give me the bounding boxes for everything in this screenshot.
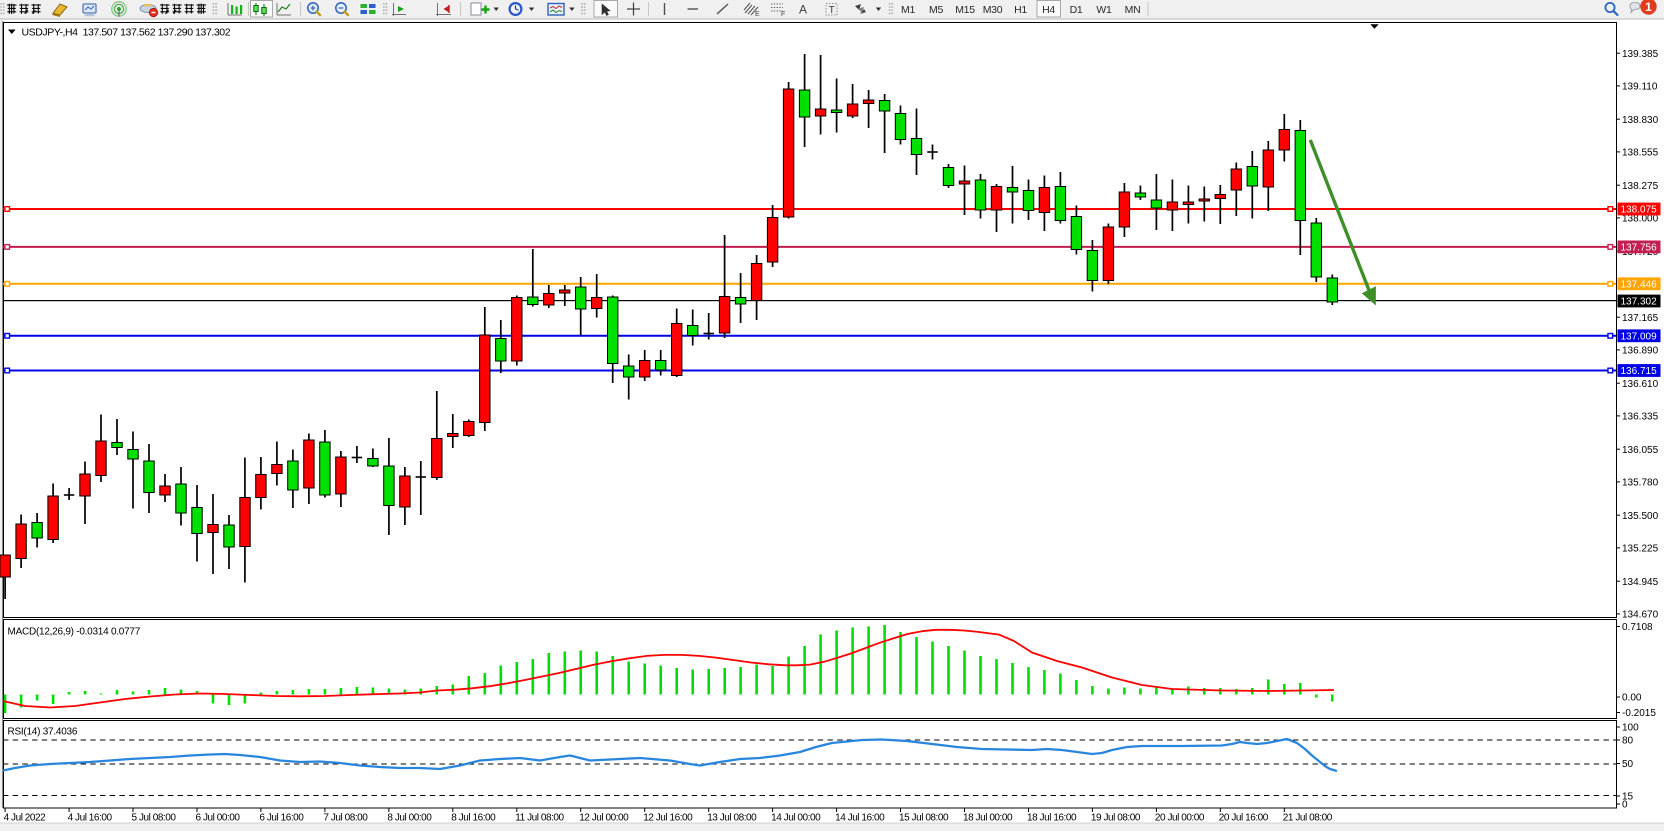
svg-text:M15: M15 — [955, 4, 975, 16]
svg-text:15 Jul 08:00: 15 Jul 08:00 — [899, 812, 949, 823]
svg-text:136.715: 136.715 — [1621, 366, 1658, 377]
svg-text:12 Jul 00:00: 12 Jul 00:00 — [579, 812, 629, 823]
svg-text:5 Jul 08:00: 5 Jul 08:00 — [132, 812, 177, 823]
svg-text:138.000: 138.000 — [1622, 214, 1659, 225]
svg-text:12 Jul 16:00: 12 Jul 16:00 — [643, 812, 693, 823]
svg-text:D1: D1 — [1070, 4, 1083, 16]
svg-text:134.670: 134.670 — [1622, 610, 1659, 621]
svg-text:100: 100 — [1622, 723, 1639, 734]
svg-text:MN: MN — [1125, 4, 1141, 16]
svg-text:15: 15 — [1622, 792, 1634, 803]
svg-text:4 Jul 16:00: 4 Jul 16:00 — [68, 812, 113, 823]
svg-text:20 Jul 16:00: 20 Jul 16:00 — [1219, 812, 1269, 823]
svg-text:13 Jul 08:00: 13 Jul 08:00 — [707, 812, 757, 823]
svg-text:0.00: 0.00 — [1622, 693, 1642, 704]
svg-text:T: T — [829, 4, 836, 16]
svg-text:A: A — [799, 3, 807, 17]
svg-text:135.225: 135.225 — [1622, 544, 1659, 555]
svg-text:M5: M5 — [929, 4, 943, 16]
svg-text:MACD(12,26,9) -0.0314 0.0777: MACD(12,26,9) -0.0314 0.0777 — [8, 627, 141, 638]
svg-text:H4: H4 — [1042, 4, 1055, 16]
svg-text:6 Jul 16:00: 6 Jul 16:00 — [259, 812, 304, 823]
svg-text:F: F — [781, 11, 785, 18]
svg-text:0.7108: 0.7108 — [1622, 622, 1653, 633]
svg-text:139.385: 139.385 — [1622, 49, 1659, 60]
svg-text:4 Jul 2022: 4 Jul 2022 — [4, 812, 47, 823]
svg-text:136.335: 136.335 — [1622, 412, 1659, 423]
svg-text:21 Jul 08:00: 21 Jul 08:00 — [1283, 812, 1333, 823]
svg-text:138.555: 138.555 — [1622, 148, 1659, 159]
svg-text:6 Jul 00:00: 6 Jul 00:00 — [196, 812, 241, 823]
svg-text:0: 0 — [1622, 800, 1628, 811]
svg-text:RSI(14) 37.4036: RSI(14) 37.4036 — [8, 727, 78, 738]
svg-text:138.075: 138.075 — [1621, 205, 1658, 216]
svg-text:50: 50 — [1622, 759, 1634, 770]
svg-text:137.009: 137.009 — [1621, 332, 1658, 343]
svg-text:136.890: 136.890 — [1622, 346, 1659, 357]
svg-text:135.780: 135.780 — [1622, 478, 1659, 489]
svg-text:135.500: 135.500 — [1622, 511, 1659, 522]
svg-text:138.275: 138.275 — [1622, 181, 1659, 192]
svg-text:20 Jul 00:00: 20 Jul 00:00 — [1155, 812, 1205, 823]
svg-text:19 Jul 08:00: 19 Jul 08:00 — [1091, 812, 1141, 823]
svg-text:M1: M1 — [901, 4, 915, 16]
svg-text:14 Jul 00:00: 14 Jul 00:00 — [771, 812, 821, 823]
svg-text:18 Jul 00:00: 18 Jul 00:00 — [963, 812, 1013, 823]
svg-text:M30: M30 — [983, 4, 1003, 16]
svg-text:137.756: 137.756 — [1621, 243, 1658, 254]
svg-text:80: 80 — [1622, 736, 1634, 747]
svg-text:137.446: 137.446 — [1621, 280, 1658, 291]
svg-text:136.055: 136.055 — [1622, 445, 1659, 456]
svg-text:1: 1 — [1645, 0, 1652, 14]
svg-text:USDJPY-,H4 137.507 137.562 13: USDJPY-,H4 137.507 137.562 137.290 137.3… — [22, 26, 231, 38]
svg-text:-0.2015: -0.2015 — [1622, 708, 1656, 719]
svg-text:139.110: 139.110 — [1622, 82, 1658, 93]
svg-text:138.830: 138.830 — [1622, 115, 1659, 126]
svg-text:14 Jul 16:00: 14 Jul 16:00 — [835, 812, 885, 823]
svg-text:8 Jul 16:00: 8 Jul 16:00 — [451, 812, 496, 823]
svg-text:11 Jul 08:00: 11 Jul 08:00 — [515, 812, 564, 823]
svg-text:136.610: 136.610 — [1622, 379, 1659, 390]
svg-text:18 Jul 16:00: 18 Jul 16:00 — [1027, 812, 1077, 823]
svg-text:137.302: 137.302 — [1621, 297, 1658, 308]
svg-text:137.165: 137.165 — [1622, 313, 1659, 324]
svg-text:134.945: 134.945 — [1622, 577, 1659, 588]
svg-text:H1: H1 — [1014, 4, 1027, 16]
svg-text:7 Jul 08:00: 7 Jul 08:00 — [323, 812, 368, 823]
svg-text:W1: W1 — [1096, 4, 1112, 16]
svg-text:E: E — [755, 11, 760, 18]
svg-text:8 Jul 00:00: 8 Jul 00:00 — [387, 812, 432, 823]
